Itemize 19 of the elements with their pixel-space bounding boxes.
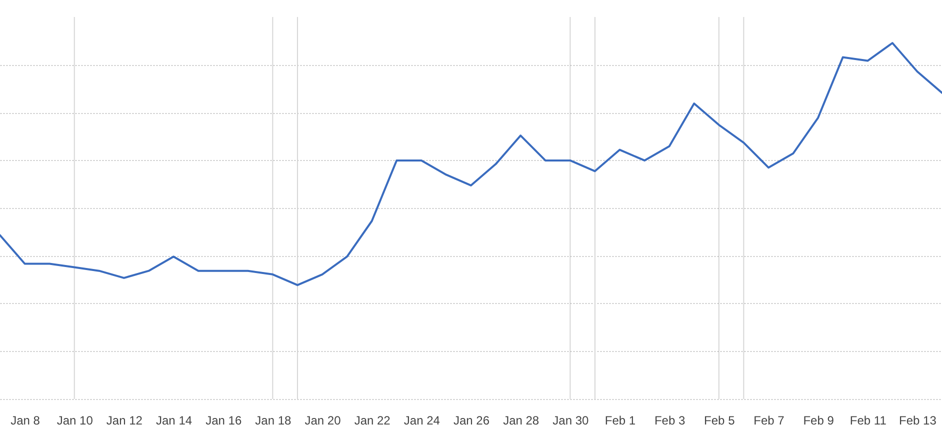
x-tick-label: Jan 22 <box>354 414 391 428</box>
x-tick-label: Jan 12 <box>106 414 143 428</box>
x-tick-label: Jan 8 <box>10 414 40 428</box>
x-tick-label: Feb 1 <box>604 414 636 428</box>
x-tick-label: Jan 10 <box>56 414 94 428</box>
x-tick-label: Jan 28 <box>503 414 540 428</box>
x-tick-label: Jan 16 <box>206 414 242 428</box>
x-tick-label: Jan 26 <box>453 414 490 428</box>
x-tick-label: Feb 5 <box>704 414 736 428</box>
x-tick-label: Jan 24 <box>404 414 440 428</box>
x-tick-label: Jan 20 <box>304 414 342 428</box>
x-tick-label: Feb 9 <box>803 414 834 428</box>
x-tick-label: Jan 18 <box>255 414 292 428</box>
x-tick-label: Jan 30 <box>552 414 589 428</box>
x-tick-label: Feb 13 <box>899 414 937 428</box>
x-tick-label: Feb 11 <box>850 414 887 428</box>
x-tick-label: Feb 7 <box>754 414 785 428</box>
x-tick-label: Feb 3 <box>654 414 686 428</box>
x-tick-label: Jan 14 <box>156 414 192 428</box>
